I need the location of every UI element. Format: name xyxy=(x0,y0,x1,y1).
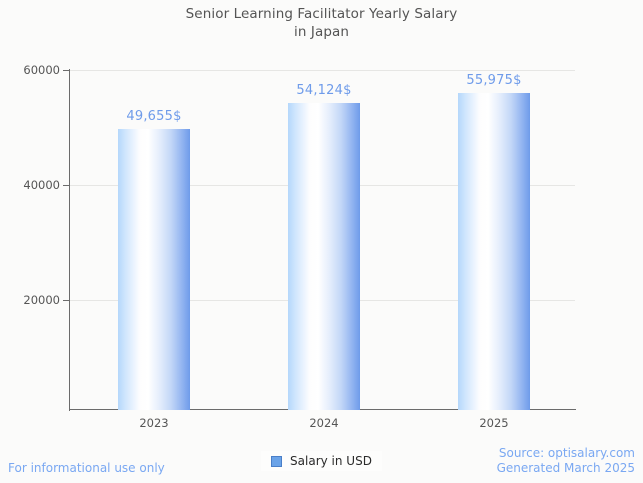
y-tick-mark-40000 xyxy=(63,185,70,186)
disclaimer-text: For informational use only xyxy=(8,461,165,475)
chart-title-line-2: in Japan xyxy=(293,24,350,40)
data-label-2025: 55,975$ xyxy=(466,72,522,88)
y-tick-label-60000: 60000 xyxy=(23,63,60,77)
legend-swatch-icon xyxy=(271,455,283,467)
source-text: Source: optisalary.com xyxy=(498,446,635,460)
plot-area xyxy=(70,70,575,410)
y-tick-label-40000: 40000 xyxy=(23,178,60,192)
x-tick-label-2025: 2025 xyxy=(479,416,509,430)
generated-text: Generated March 2025 xyxy=(496,461,635,475)
chart-legend: Salary in USD xyxy=(0,451,643,471)
x-tick-label-2023: 2023 xyxy=(139,416,169,430)
data-label-2024: 54,124$ xyxy=(296,83,352,99)
y-tick-mark-60000 xyxy=(63,70,70,71)
bar-2025[interactable] xyxy=(458,92,530,410)
bar-2023[interactable] xyxy=(118,128,190,410)
y-tick-label-20000: 20000 xyxy=(23,293,60,307)
data-label-2023: 49,655$ xyxy=(126,108,182,124)
y-axis-line xyxy=(69,69,70,411)
chart-title: Senior Learning Facilitator Yearly Salar… xyxy=(0,5,643,41)
chart-title-line-1: Senior Learning Facilitator Yearly Salar… xyxy=(185,6,458,22)
source-attribution: Source: optisalary.com Generated March 2… xyxy=(497,446,635,476)
legend-label-salary: Salary in USD xyxy=(290,454,372,468)
legend-item-salary[interactable]: Salary in USD xyxy=(261,451,382,471)
x-tick-label-2024: 2024 xyxy=(309,416,339,430)
gridline-60000 xyxy=(70,70,575,71)
bar-2024[interactable] xyxy=(288,103,360,410)
y-tick-mark-20000 xyxy=(63,300,70,301)
